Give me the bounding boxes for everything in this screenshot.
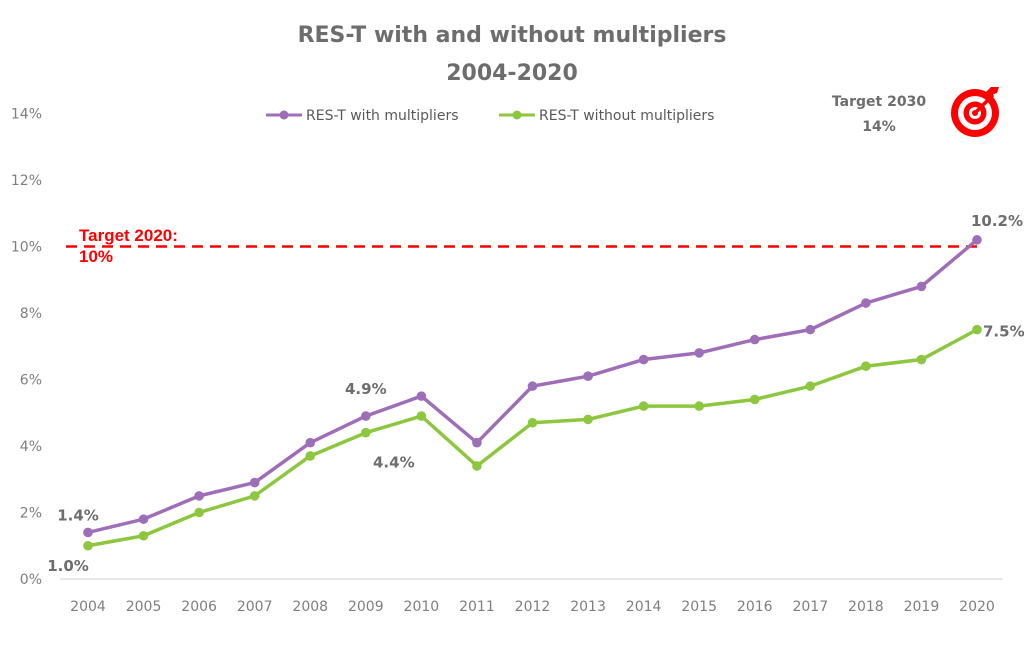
data-labels: 1.4% 1.0% 4.9% 4.4% 10.2% 7.5%: [47, 212, 1024, 575]
target-2030-annotation: Target 2030 14%: [832, 87, 999, 137]
data-point: [972, 235, 982, 245]
y-tick-label: 14%: [11, 107, 42, 123]
data-point: [138, 514, 149, 524]
y-tick-label: 4%: [20, 439, 42, 455]
data-point: [361, 427, 371, 438]
y-tick-label: 0%: [20, 572, 42, 588]
y-tick-label: 6%: [20, 373, 42, 389]
target-2020-reference: Target 2020: 10%: [66, 226, 977, 266]
x-tick-label: 2016: [737, 599, 773, 615]
x-tick-label: 2018: [848, 599, 884, 615]
data-point: [83, 527, 93, 538]
legend-marker-dot: [279, 110, 289, 120]
data-point: [583, 414, 593, 425]
series-line: [87, 328, 978, 548]
target-2020-label: Target 2020:: [79, 226, 178, 245]
x-tick-label: 2008: [292, 599, 328, 615]
data-point: [972, 324, 982, 335]
data-point: [527, 381, 538, 391]
y-tick-label: 10%: [11, 240, 42, 256]
data-point: [416, 391, 427, 401]
y-axis: 0% 2% 4% 6% 8% 10% 12% 14%: [11, 107, 42, 589]
data-point: [361, 411, 371, 421]
data-label: 10.2%: [971, 212, 1023, 230]
data-point: [194, 491, 204, 501]
y-tick-label: 2%: [20, 506, 42, 522]
data-point: [638, 354, 649, 365]
data-label: 7.5%: [983, 323, 1024, 341]
legend: RES-T with multipliers RES-T without mul…: [266, 108, 714, 124]
data-point: [583, 371, 593, 381]
target-2020-value: 10%: [79, 247, 113, 266]
data-point: [861, 361, 871, 372]
x-tick-label: 2012: [515, 599, 551, 615]
chart-title: RES-T with and without multipliers: [298, 23, 727, 48]
y-tick-label: 8%: [20, 306, 42, 322]
data-point: [916, 281, 927, 292]
data-label: 4.9%: [345, 380, 387, 398]
x-tick-label: 2004: [70, 599, 106, 615]
target-bullseye-icon: [951, 87, 999, 137]
legend-item-with-multipliers: RES-T with multipliers: [266, 108, 459, 124]
data-point: [916, 354, 927, 365]
data-label: 1.4%: [57, 506, 99, 524]
series-without-multipliers: [83, 324, 982, 551]
data-point: [472, 437, 482, 448]
data-point: [416, 411, 427, 421]
x-tick-label: 2020: [959, 599, 995, 615]
x-tick-label: 2009: [348, 599, 384, 615]
legend-marker-dot: [512, 110, 522, 120]
data-point: [694, 401, 704, 411]
data-point: [83, 540, 93, 551]
data-point: [861, 298, 871, 308]
data-point: [305, 451, 316, 461]
x-tick-label: 2014: [626, 599, 662, 615]
data-point: [638, 401, 649, 411]
legend-label: RES-T with multipliers: [306, 108, 459, 124]
data-point: [749, 334, 760, 345]
x-axis: 2004 2005 2006 2007 2008 2009 2010 2011 2012 2013…: [60, 578, 1003, 615]
x-tick-label: 2017: [792, 599, 828, 615]
data-point: [694, 348, 704, 358]
x-tick-label: 2010: [404, 599, 440, 615]
data-point: [749, 394, 760, 405]
x-tick-label: 2015: [681, 599, 717, 615]
y-tick-label: 12%: [11, 173, 42, 189]
x-tick-label: 2011: [459, 599, 495, 615]
data-point: [527, 417, 538, 428]
legend-item-without-multipliers: RES-T without multipliers: [499, 108, 714, 124]
data-point: [805, 324, 816, 335]
data-point: [249, 491, 260, 501]
data-point: [194, 507, 204, 518]
data-point: [805, 381, 816, 391]
x-tick-label: 2005: [126, 599, 162, 615]
data-label: 4.4%: [373, 454, 415, 472]
series-group: [83, 235, 982, 551]
legend-label: RES-T without multipliers: [539, 108, 714, 124]
target-2030-value: 14%: [862, 119, 896, 135]
x-tick-label: 2019: [904, 599, 940, 615]
data-point: [138, 530, 149, 541]
data-point: [249, 477, 260, 488]
x-tick-label: 2013: [570, 599, 606, 615]
data-label: 1.0%: [47, 557, 89, 575]
series-with-multipliers: [83, 235, 982, 538]
chart-subtitle: 2004-2020: [446, 61, 578, 86]
x-tick-label: 2007: [237, 599, 273, 615]
data-point: [472, 461, 482, 471]
data-point: [305, 437, 316, 448]
x-tick-label: 2006: [181, 599, 217, 615]
target-2030-label: Target 2030: [832, 94, 926, 110]
